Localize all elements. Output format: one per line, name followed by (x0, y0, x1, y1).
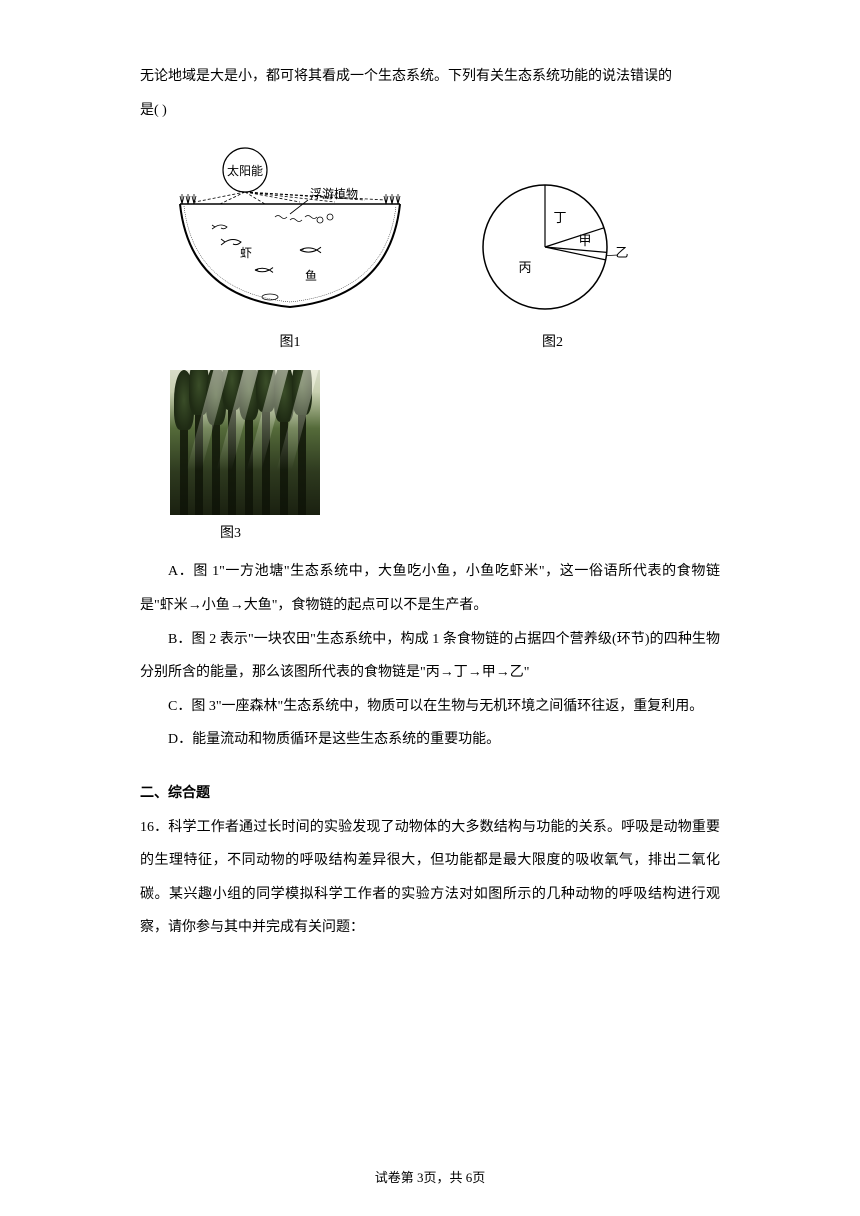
svg-text:丁: 丁 (553, 210, 566, 225)
option-c: C．图 3"一座森林"生态系统中，物质可以在生物与无机环境之间循环往返，重复利用… (140, 690, 720, 724)
pie-caption: 图2 (542, 326, 563, 360)
intro-line2: 是( ) (140, 94, 720, 128)
svg-text:鱼: 鱼 (305, 269, 317, 283)
section2-title: 二、综合题 (140, 777, 720, 811)
option-b: B．图 2 表示"一块农田"生态系统中，构成 1 条食物链的占据四个营养级(环节… (140, 623, 720, 690)
svg-text:甲: 甲 (578, 233, 591, 248)
svg-text:虾: 虾 (240, 246, 252, 260)
pond-caption: 图1 (280, 326, 301, 360)
option-a: A．图 1"一方池塘"生态系统中，大鱼吃小鱼，小鱼吃虾米"，这一俗语所代表的食物… (140, 555, 720, 622)
svg-text:太阳能: 太阳能 (227, 163, 263, 178)
pond-diagram: 太阳能浮游植物虾鱼 (170, 142, 410, 322)
pond-diagram-col: 太阳能浮游植物虾鱼 图1 (170, 142, 410, 360)
forest-caption: 图3 (220, 517, 241, 551)
option-d: D．能量流动和物质循环是这些生态系统的重要功能。 (140, 723, 720, 757)
intro-line1: 无论地域是大是小，都可将其看成一个生态系统。下列有关生态系统功能的说法错误的 (140, 60, 720, 94)
question-16: 16．科学工作者通过长时间的实验发现了动物体的大多数结构与功能的关系。呼吸是动物… (140, 811, 720, 945)
svg-text:丙: 丙 (518, 260, 531, 275)
svg-text:浮游植物: 浮游植物 (310, 186, 358, 201)
pie-chart: 丁甲乙丙 (470, 177, 635, 322)
page-footer: 试卷第 3页，共 6页 (0, 1167, 860, 1186)
forest-block: 图3 (170, 370, 720, 551)
svg-text:乙: 乙 (615, 245, 628, 260)
forest-image (170, 370, 320, 515)
diagrams-row: 太阳能浮游植物虾鱼 图1 丁甲乙丙 图2 (170, 142, 720, 360)
pie-diagram-col: 丁甲乙丙 图2 (470, 177, 635, 360)
